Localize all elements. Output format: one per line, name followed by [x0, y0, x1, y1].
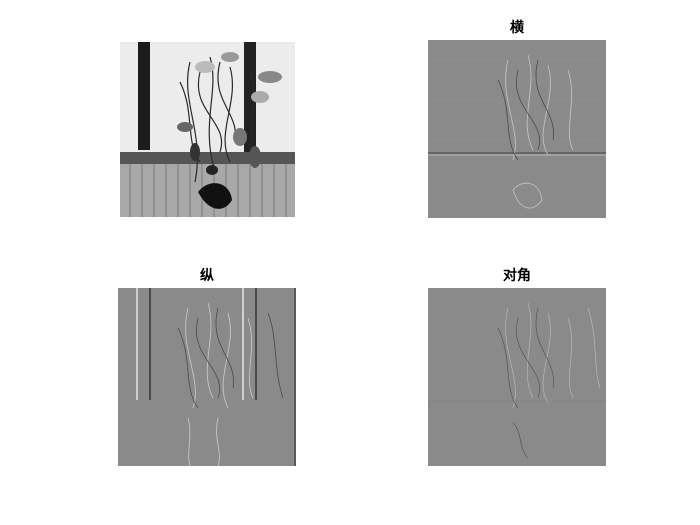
diagonal-detail-image: [428, 288, 606, 466]
vertical-detail-image: [118, 288, 296, 466]
horizontal-detail-image: [428, 40, 606, 218]
diagonal-detail-title: 对角: [428, 268, 606, 284]
vertical-detail-title: 纵: [118, 268, 296, 284]
horizontal-detail-title: 横: [428, 20, 606, 36]
original-plant-image: [120, 42, 295, 217]
